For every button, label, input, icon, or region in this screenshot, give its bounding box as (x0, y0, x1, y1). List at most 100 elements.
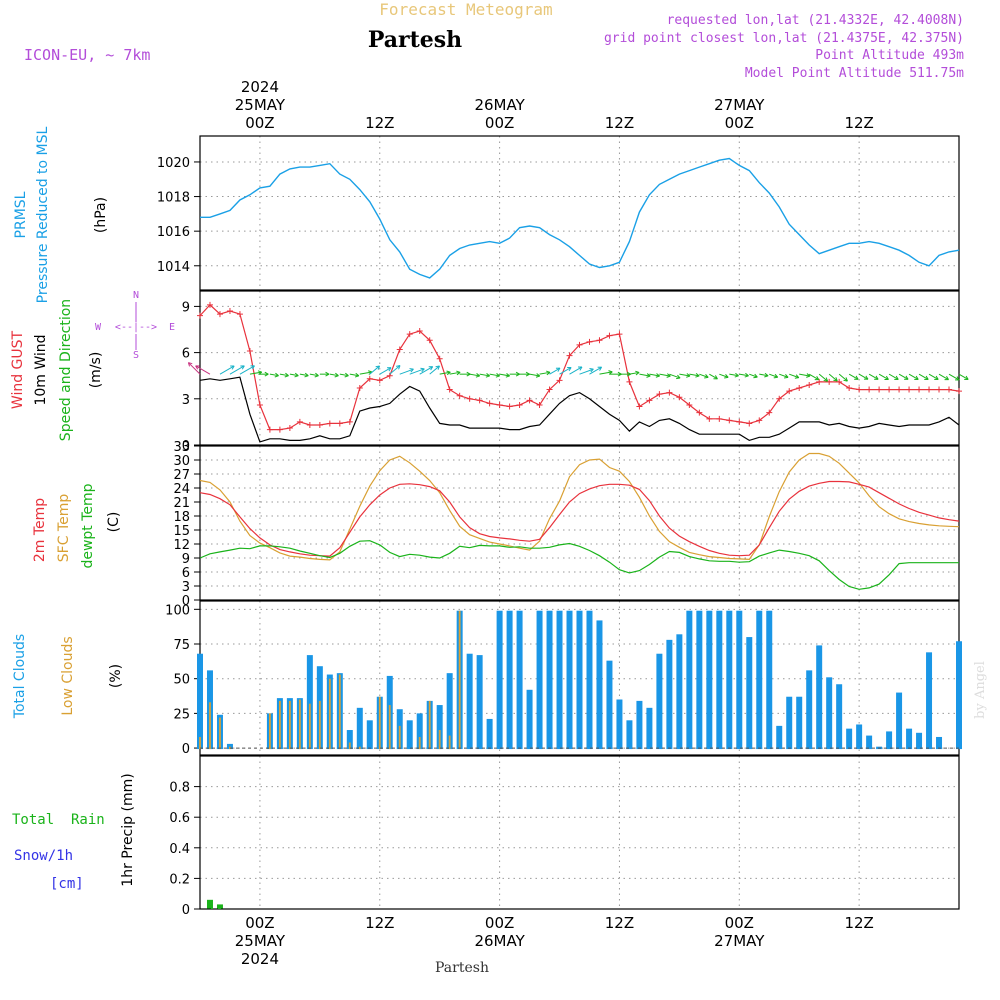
time-label: 12Z (844, 114, 873, 132)
wind-arrowhead (577, 366, 583, 371)
time-label: 2024 (241, 950, 279, 968)
wind-direction-arrow (379, 367, 392, 375)
low-cloud-bar (269, 713, 271, 750)
total-cloud-bar (726, 610, 733, 750)
total-cloud-bar (956, 641, 962, 750)
ytick-label: 75 (173, 638, 190, 653)
pressure-panel: 1014 1016 1018 1020 (157, 135, 960, 291)
gust-marker (396, 346, 403, 353)
gust-marker (406, 331, 413, 338)
total-cloud-bar (866, 735, 873, 750)
total-cloud-bar (656, 653, 663, 750)
gust-marker (426, 337, 433, 344)
wind-arrowhead (874, 375, 879, 380)
ytick-label: 21 (173, 496, 190, 511)
pressure-frame (199, 135, 960, 291)
low-cloud-bar (278, 700, 281, 750)
gust-marker (586, 338, 593, 345)
footer-location: Partesh (435, 960, 489, 976)
gust-marker (266, 426, 273, 433)
compass-rose: N S W E <--|--> (95, 290, 175, 361)
prmsl-label: PRMSL (13, 191, 29, 238)
wind-arrowhead (515, 371, 520, 377)
wind-arrowhead (375, 365, 381, 370)
wind-arrowhead (409, 368, 414, 373)
wind-direction-arrow (409, 368, 425, 375)
wind-arrowhead (505, 373, 510, 378)
wind-direction-arrow (489, 373, 500, 377)
wind-arrowhead (854, 375, 859, 380)
total-cloud-bar (626, 720, 633, 750)
wind-arrowhead (446, 370, 451, 376)
clouds-unit-label: (%) (108, 664, 124, 688)
wind-direction-arrow (449, 371, 461, 375)
wind-direction-arrow (799, 373, 811, 377)
wind-arrowhead (884, 375, 889, 381)
ytick-label: 0 (182, 903, 190, 918)
wind-direction-arrow (629, 371, 640, 375)
gust-marker (636, 403, 643, 410)
wind-direction-arrow (918, 373, 929, 380)
location-title: Partesh (368, 27, 462, 53)
gust-marker (206, 301, 213, 308)
wind-direction-arrow (188, 362, 201, 375)
low-clouds-label: Low Clouds (60, 636, 76, 715)
ytick-label: 1018 (157, 191, 190, 206)
total-cloud-bar (436, 705, 443, 750)
wind-direction-arrow (719, 373, 729, 378)
gust-marker (806, 381, 813, 388)
wind-direction-arrow (229, 365, 245, 375)
total-cloud-bar (536, 610, 543, 750)
gust-marker (566, 352, 573, 359)
ytick-label: 3 (182, 393, 190, 408)
gust-marker (896, 386, 903, 393)
total-cloud-bar (716, 610, 723, 750)
gust-marker (286, 425, 293, 432)
total-cloud-bar (606, 660, 613, 750)
total-cloud-bar (796, 696, 803, 750)
wind-arrowhead (833, 377, 838, 382)
wind-direction-arrow (479, 373, 490, 377)
time-label: 12Z (605, 114, 634, 132)
wind-arrowhead (646, 373, 651, 378)
low-cloud-bar (328, 678, 331, 750)
gust-marker (356, 385, 363, 392)
wind-direction-arrow (359, 371, 373, 375)
total-cloud-bar (506, 610, 513, 750)
gust-marker (686, 401, 693, 408)
time-label: 00Z (725, 114, 754, 132)
wind-direction-arrow (639, 373, 651, 377)
low-cloud-bar (219, 717, 221, 750)
pressure-line (200, 157, 960, 279)
gust-marker (256, 401, 263, 408)
gust-marker (606, 332, 613, 339)
wind-arrowhead (354, 372, 360, 378)
model-label: ICON-EU, ~ 7km (24, 46, 150, 64)
compass-w: W (95, 322, 102, 333)
wind-direction-arrow (389, 365, 401, 375)
total-cloud-bar (346, 730, 353, 750)
gust-marker (536, 401, 543, 408)
wind-direction-arrow (549, 367, 561, 375)
gust-marker (316, 421, 323, 428)
wind-direction-arrow (729, 373, 739, 377)
time-label: 00Z (245, 914, 274, 932)
wind-direction-arrow (279, 373, 289, 377)
wind-direction-arrow (868, 373, 879, 380)
ytick-label: 30 (173, 454, 190, 469)
ytick-label: 1014 (157, 260, 190, 275)
total-cloud-bar (886, 731, 893, 750)
total-cloud-bar (406, 720, 413, 750)
total-cloud-bar (446, 673, 453, 750)
dewpt-line (199, 540, 959, 590)
gust-marker (506, 403, 513, 410)
wind-arrowhead (686, 373, 691, 378)
gust-marker (776, 395, 783, 402)
wind-arrowhead (435, 365, 440, 370)
total-cloud-bar (666, 639, 673, 750)
gust-marker (197, 312, 203, 319)
gust-marker (666, 389, 673, 396)
wind-direction-arrow (689, 373, 700, 377)
snow-label: Snow/1h (14, 848, 73, 864)
